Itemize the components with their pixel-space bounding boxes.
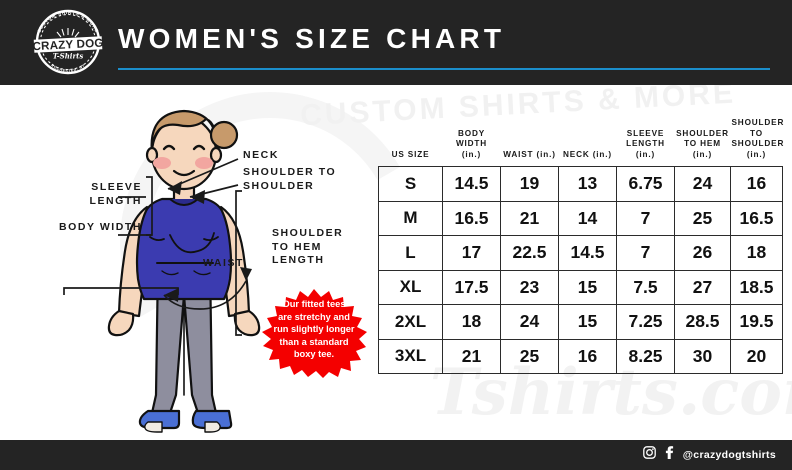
cell-size: M [378,200,443,236]
column-header-shoulder-to-shoulder: SHOULDER TO SHOULDER (in.) [731,118,785,159]
cell-shoulder-to-shoulder: 16.5 [730,200,783,236]
cell-shoulder-to-hem: 25 [674,200,731,236]
cell-shoulder-to-hem: 26 [674,235,731,271]
table-row: S 14.5 19 13 6.75 24 16 [378,166,783,202]
label-sleeve-length: SLEEVE LENGTH [89,181,142,207]
logo-badge-icon: CUSTOM SHIRTS & MORE ROCHESTER, NY CRAZY… [32,9,104,75]
cell-shoulder-to-hem: 27 [674,269,731,305]
cell-neck: 15 [558,269,617,305]
cell-neck: 14.5 [558,235,617,271]
cell-size: S [378,166,443,202]
cell-body-width: 21 [442,338,501,374]
cell-shoulder-to-hem: 28.5 [674,304,731,340]
cell-body-width: 16.5 [442,200,501,236]
title-block: WOMEN'S SIZE CHART [118,22,768,56]
cell-sleeve-length: 7 [616,235,675,271]
column-header-body-width: BODY WIDTH (in.) [455,128,488,159]
page-title: WOMEN'S SIZE CHART [118,23,506,54]
cell-neck: 15 [558,304,617,340]
svg-text:T-Shirts: T-Shirts [53,52,84,61]
cell-size: 3XL [378,338,443,374]
column-header-waist: WAIST (in.) [503,149,556,159]
crazy-dog-logo: CUSTOM SHIRTS & MORE ROCHESTER, NY CRAZY… [22,8,114,76]
label-shoulder-to-hem-length: SHOULDER TO HEM LENGTH [272,227,344,266]
table-header-row: US SIZE BODY WIDTH (in.) WAIST (in.) NEC… [379,118,785,167]
cell-shoulder-to-hem: 24 [674,166,731,202]
cell-size: L [378,235,443,271]
table-row: M 16.5 21 14 7 25 16.5 [378,200,783,236]
woman-figure-illustration [100,95,285,435]
cell-sleeve-length: 7.25 [616,304,675,340]
social-links: @crazydogtshirts [642,440,776,470]
cell-body-width: 17.5 [442,269,501,305]
woman-figure-svg [107,109,261,433]
cell-shoulder-to-shoulder: 18.5 [730,269,783,305]
cell-waist: 23 [500,269,559,305]
cell-body-width: 14.5 [442,166,501,202]
cell-waist: 24 [500,304,559,340]
footer-bar: @crazydogtshirts [0,440,792,470]
column-header-us-size: US SIZE [391,149,430,159]
svg-text:CRAZY DOG: CRAZY DOG [32,37,104,54]
cell-waist: 19 [500,166,559,202]
cell-shoulder-to-shoulder: 16 [730,166,783,202]
label-neck: NECK [243,149,279,161]
cell-sleeve-length: 7.5 [616,269,675,305]
cell-sleeve-length: 8.25 [616,338,675,374]
cell-size: XL [378,269,443,305]
label-waist: WAIST [203,257,244,269]
cell-waist: 25 [500,338,559,374]
column-header-neck: NECK (in.) [563,149,612,159]
cell-shoulder-to-shoulder: 19.5 [730,304,783,340]
cell-neck: 14 [558,200,617,236]
cell-size: 2XL [378,304,443,340]
cell-sleeve-length: 7 [616,200,675,236]
table-row: 3XL 21 25 16 8.25 30 20 [378,338,783,374]
table-row: XL 17.5 23 15 7.5 27 18.5 [378,269,783,305]
fitted-tee-callout-text: Our fitted tees are stretchy and run sli… [273,299,355,360]
cell-body-width: 17 [442,235,501,271]
column-header-sleeve-length: SLEEVE LENGTH (in.) [626,128,665,159]
cell-shoulder-to-shoulder: 18 [730,235,783,271]
label-shoulder-to-shoulder: SHOULDER TO SHOULDER [243,166,337,192]
cell-neck: 13 [558,166,617,202]
facebook-icon[interactable] [665,446,674,464]
cell-shoulder-to-shoulder: 20 [730,338,783,374]
starburst-shape-icon [262,289,367,378]
cell-body-width: 18 [442,304,501,340]
size-table-container: US SIZE BODY WIDTH (in.) WAIST (in.) NEC… [378,118,783,374]
header-bar: CUSTOM SHIRTS & MORE ROCHESTER, NY CRAZY… [0,0,792,85]
title-underline [118,68,770,70]
cell-shoulder-to-hem: 30 [674,338,731,374]
cell-neck: 16 [558,338,617,374]
cell-sleeve-length: 6.75 [616,166,675,202]
instagram-icon[interactable] [642,446,656,464]
label-body-width: BODY WIDTH [59,221,142,233]
fitted-tee-callout-burst [258,288,370,378]
table-row: 2XL 18 24 15 7.25 28.5 19.5 [378,304,783,340]
social-handle-text[interactable]: @crazydogtshirts [682,449,776,461]
cell-waist: 22.5 [500,235,559,271]
table-row: L 17 22.5 14.5 7 26 18 [378,235,783,271]
cell-waist: 21 [500,200,559,236]
size-table: US SIZE BODY WIDTH (in.) WAIST (in.) NEC… [378,118,783,374]
column-header-shoulder-to-hem: SHOULDER TO HEM (in.) [676,128,729,159]
